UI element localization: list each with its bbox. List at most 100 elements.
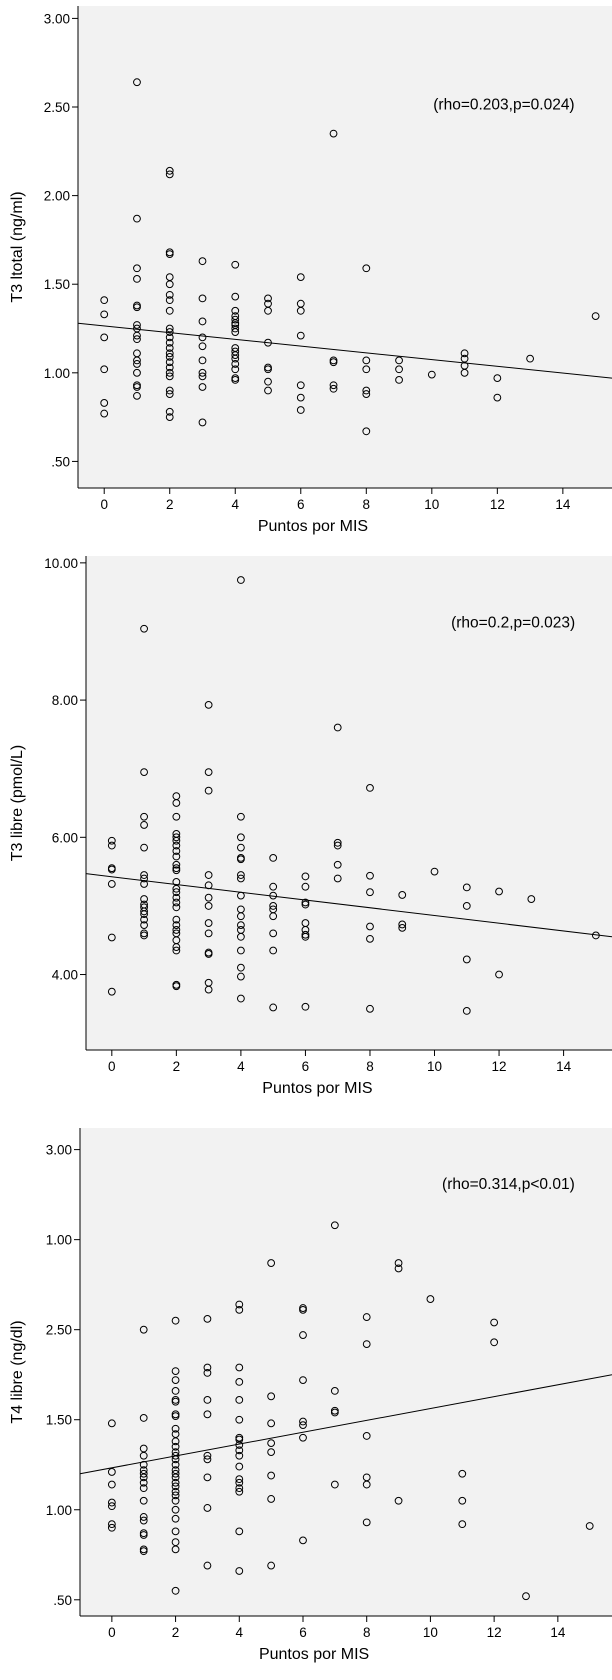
data-point: [299, 1536, 307, 1545]
data-point: [362, 365, 371, 374]
data-point: [171, 1316, 180, 1325]
data-point: [133, 391, 141, 400]
data-point: [139, 1513, 148, 1521]
data-point: [172, 888, 181, 897]
scatter-chart-1: 0 2 4 6 8 10 12 14 .50 1.00 1.50 2.00 2.50 3.00 Puntos…: [9, 6, 612, 535]
data-point: [235, 1415, 244, 1424]
data-point: [107, 1480, 116, 1489]
data-point: [236, 853, 245, 862]
data-point: [203, 1396, 212, 1404]
data-point: [362, 390, 371, 398]
data-point: [231, 365, 240, 374]
data-point: [395, 356, 403, 365]
data-point: [362, 1432, 371, 1440]
x-tick-label: 6: [299, 1625, 307, 1640]
data-point: [165, 296, 174, 305]
data-point: [165, 280, 174, 289]
data-point: [203, 1363, 212, 1372]
data-point: [236, 891, 245, 900]
x-tick-label: 4: [231, 497, 239, 512]
x-tick-label: 12: [487, 1625, 502, 1640]
data-point: [299, 1433, 307, 1442]
data-point: [269, 902, 278, 910]
data-point: [236, 833, 245, 842]
data-point: [165, 363, 174, 372]
data-point: [398, 891, 407, 899]
data-point: [165, 386, 174, 395]
data-point: [165, 349, 174, 358]
data-point: [139, 1516, 148, 1525]
data-point: [100, 365, 109, 374]
data-point: [235, 1378, 244, 1386]
data-point: [133, 321, 141, 329]
data-point: [165, 344, 174, 352]
data-point: [333, 874, 342, 883]
data-point: [236, 912, 245, 921]
data-point: [490, 1318, 499, 1327]
correlation-annotation: (rho=0.2,p=0.023): [451, 615, 575, 632]
data-point: [269, 929, 278, 938]
data-point: [172, 898, 181, 907]
data-point: [204, 881, 213, 890]
data-point: [329, 358, 338, 367]
data-point: [172, 893, 181, 902]
data-point: [172, 833, 181, 842]
data-point: [171, 1487, 180, 1496]
data-point: [264, 365, 272, 374]
data-point: [165, 166, 174, 175]
plot-area: [86, 556, 612, 1050]
data-point: [171, 1387, 180, 1395]
data-point: [203, 1473, 212, 1482]
data-point: [231, 354, 240, 363]
x-tick-label: 6: [302, 1059, 310, 1074]
data-point: [172, 982, 181, 991]
data-point: [133, 264, 141, 273]
data-point: [139, 1460, 148, 1469]
data-point: [172, 946, 181, 955]
data-point: [172, 799, 181, 807]
data-point: [462, 955, 471, 964]
data-point: [522, 1592, 530, 1601]
data-point: [398, 920, 407, 929]
data-point: [493, 393, 502, 402]
data-point: [269, 853, 278, 862]
data-point: [394, 1496, 403, 1505]
data-point: [235, 1451, 244, 1460]
data-point: [204, 985, 213, 994]
data-point: [171, 1412, 180, 1421]
data-point: [330, 1221, 339, 1230]
data-point: [165, 170, 174, 179]
x-tick-label: 0: [100, 497, 108, 512]
data-point: [267, 1419, 276, 1428]
data-point: [236, 963, 245, 972]
y-tick-label: 8.00: [52, 693, 78, 708]
data-point: [236, 972, 245, 981]
data-point: [139, 1478, 148, 1487]
data-point: [299, 1305, 307, 1314]
data-point: [165, 407, 174, 416]
data-point: [171, 1586, 180, 1595]
data-point: [267, 1448, 276, 1457]
data-point: [140, 871, 148, 879]
data-point: [172, 903, 181, 912]
data-point: [458, 1469, 467, 1478]
data-point: [107, 933, 116, 942]
data-point: [264, 338, 272, 347]
x-tick-label: 14: [556, 1059, 572, 1074]
data-point: [171, 1545, 180, 1554]
data-point: [235, 1527, 244, 1536]
data-point: [107, 841, 116, 850]
data-point: [301, 1002, 310, 1011]
data-point: [165, 338, 174, 347]
data-point: [171, 1376, 180, 1385]
data-point: [585, 1522, 594, 1530]
y-tick-label: 1.50: [44, 277, 70, 292]
data-point: [140, 880, 148, 888]
data-point: [140, 821, 148, 829]
data-point: [296, 306, 305, 315]
data-point: [362, 1340, 371, 1348]
data-point: [235, 1478, 244, 1487]
data-point: [231, 306, 240, 315]
data-point: [235, 1475, 244, 1484]
x-tick-label: 2: [166, 497, 174, 512]
